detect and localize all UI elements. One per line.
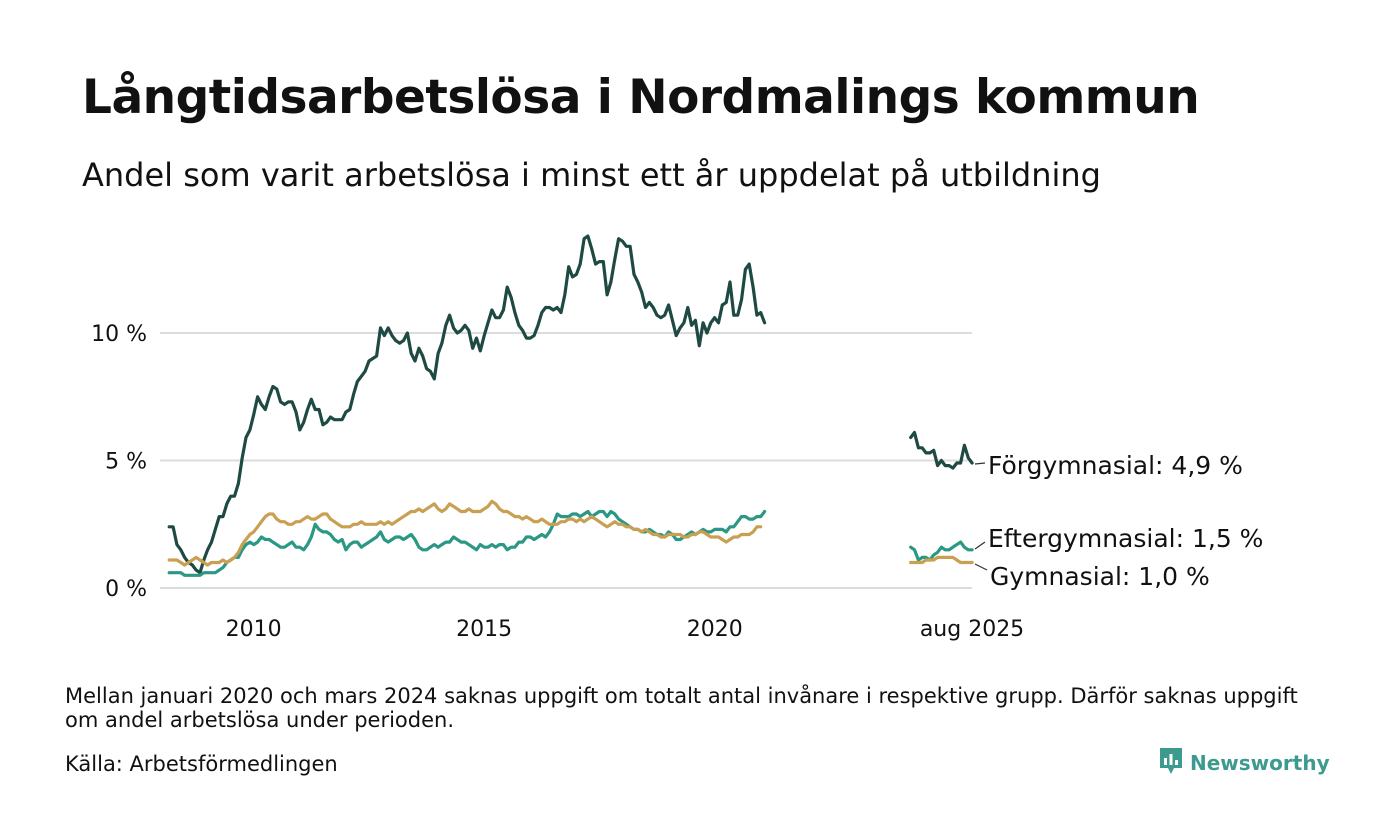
series-line-eftergym-0 — [167, 509, 767, 577]
label-connector-eftergym — [974, 541, 986, 550]
series-line-eftergym-1 — [909, 540, 974, 562]
series-label-forgym: Förgymnasial: 4,9 % — [988, 451, 1243, 480]
series-label-eftergym: Eftergymnasial: 1,5 % — [988, 524, 1263, 553]
x-tick-label: 2020 — [687, 617, 743, 642]
chart-subtitle: Andel som varit arbetslösa i minst ett å… — [82, 156, 1101, 194]
x-axis-ticks: 2010 2015 2020 aug 2025 — [226, 617, 1025, 642]
x-tick-label: 2015 — [456, 617, 512, 642]
chart-logo-icon — [1158, 746, 1184, 780]
series-end-labels: Förgymnasial: 4,9 % Eftergymnasial: 1,5 %… — [974, 451, 1263, 591]
y-axis-ticks: 0 % 5 % 10 % — [91, 322, 147, 602]
x-tick-label: aug 2025 — [920, 617, 1024, 642]
series-line-forgym-1 — [909, 430, 974, 470]
series-label-gym: Gymnasial: 1,0 % — [990, 562, 1210, 591]
chart-title: Långtidsarbetslösa i Nordmalings kommun — [82, 70, 1200, 125]
y-tick-label: 10 % — [91, 322, 147, 347]
chart-note: Mellan januari 2020 och mars 2024 saknas… — [65, 684, 1298, 732]
series-line-forgym-0 — [167, 234, 767, 575]
series-lines — [167, 234, 974, 577]
series-line-gym-0 — [167, 499, 763, 567]
label-connector-gym — [974, 563, 988, 571]
label-connector-forgym — [974, 462, 986, 465]
brand-name: Newsworthy — [1190, 751, 1330, 775]
series-line-gym-1 — [909, 555, 974, 565]
x-tick-label: 2010 — [226, 617, 282, 642]
y-tick-label: 5 % — [105, 450, 147, 475]
brand-logo[interactable]: Newsworthy — [1158, 746, 1330, 780]
chart-source: Källa: Arbetsförmedlingen — [65, 752, 338, 776]
y-tick-label: 0 % — [105, 577, 147, 602]
grid-lines — [160, 332, 972, 589]
